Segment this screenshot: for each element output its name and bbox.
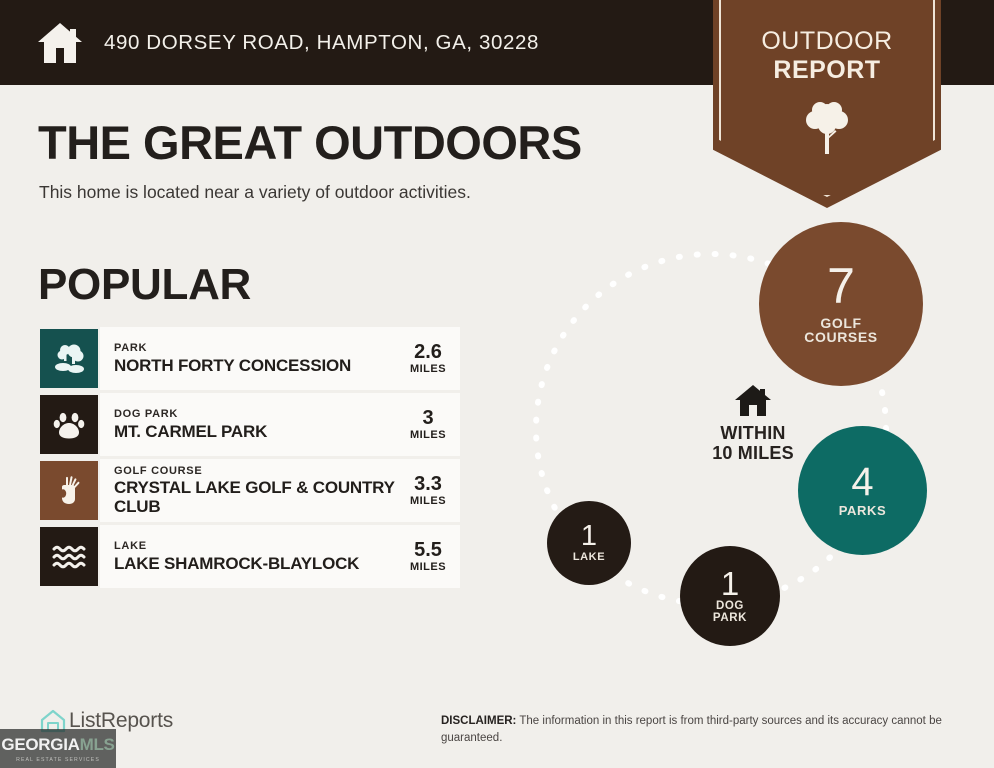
bubble-count: 7	[827, 258, 855, 315]
bubble-label: GOLF COURSES	[804, 316, 877, 345]
bubble-label: DOG PARK	[712, 599, 748, 624]
watermark-brand-primary: GEORGIA	[1, 734, 80, 754]
list-item[interactable]: GOLF COURSE CRYSTAL LAKE GOLF & COUNTRY …	[38, 459, 460, 522]
popular-places-list: PARK NORTH FORTY CONCESSION 2.6 MILES	[38, 327, 460, 591]
disclaimer-text: The information in this report is from t…	[441, 715, 942, 745]
list-item-distance: 3 MILES	[400, 407, 448, 442]
center-text-line2: 10 MILES	[712, 443, 794, 464]
list-item[interactable]: PARK NORTH FORTY CONCESSION 2.6 MILES	[38, 327, 460, 390]
list-item-distance: 2.6 MILES	[400, 341, 448, 376]
bubble-label-line1: DOG	[715, 599, 744, 612]
amenities-bubble-diagram: 7 GOLF COURSES 4 PARKS 1 DOG PARK 1 LAKE	[512, 218, 994, 666]
page-title: THE GREAT OUTDOORS	[38, 116, 582, 169]
watermark-brand-secondary: MLS	[79, 734, 115, 754]
bubble-label: LAKE	[572, 550, 606, 563]
watermark-tagline: REAL ESTATE SERVICES	[16, 756, 100, 763]
list-item-body: GOLF COURSE CRYSTAL LAKE GOLF & COUNTRY …	[100, 459, 460, 522]
distance-unit: MILES	[409, 429, 447, 441]
list-item-body: LAKE LAKE SHAMROCK-BLAYLOCK 5.5 MILES	[100, 525, 460, 588]
water-waves-icon	[38, 525, 100, 588]
listreports-logo-text: ListReports	[69, 709, 174, 732]
bubble-count: 1	[580, 520, 598, 553]
distance-value: 3.3	[414, 473, 442, 495]
list-item-distance: 3.3 MILES	[400, 473, 448, 508]
home-icon	[735, 385, 771, 416]
list-item-body: PARK NORTH FORTY CONCESSION 2.6 MILES	[100, 327, 460, 390]
bubble-parks[interactable]: 4 PARKS	[798, 426, 927, 555]
disclaimer: DISCLAIMER: The information in this repo…	[441, 713, 971, 748]
badge-title-line1: OUTDOOR	[761, 27, 893, 55]
bubble-dog-park[interactable]: 1 DOG PARK	[680, 546, 780, 646]
tree-icon	[800, 98, 854, 161]
dotted-connector-ring	[533, 251, 889, 607]
outdoor-report-badge: OUTDOOR REPORT	[713, 0, 941, 208]
list-item-category: GOLF COURSE	[114, 464, 203, 477]
page-subtitle: This home is located near a variety of o…	[39, 182, 471, 202]
distance-unit: MILES	[409, 495, 447, 507]
list-item-body: DOG PARK MT. CARMEL PARK 3 MILES	[100, 393, 460, 456]
georgiamls-watermark: GEORGIA MLS REAL ESTATE SERVICES	[0, 729, 116, 768]
list-item-distance: 5.5 MILES	[400, 539, 448, 574]
bubble-label-line1: GOLF	[820, 314, 862, 331]
list-item-category: DOG PARK	[114, 408, 179, 421]
list-item[interactable]: DOG PARK MT. CARMEL PARK 3 MILES	[38, 393, 460, 456]
home-icon	[36, 20, 84, 66]
bubble-label: PARKS	[838, 503, 887, 519]
bubble-lake[interactable]: 1 LAKE	[547, 501, 631, 585]
bubble-label-line2: PARK	[712, 611, 748, 624]
bubble-count: 1	[720, 564, 740, 602]
distance-unit: MILES	[409, 561, 447, 573]
list-item-name: CRYSTAL LAKE GOLF & COUNTRY CLUB	[114, 478, 395, 517]
popular-section-title: POPULAR	[38, 260, 252, 309]
list-item-name: LAKE SHAMROCK-BLAYLOCK	[114, 553, 360, 573]
diagram-center-label: WITHIN 10 MILES	[653, 384, 853, 463]
list-item-name: NORTH FORTY CONCESSION	[114, 355, 352, 375]
park-tree-icon	[38, 327, 100, 390]
list-item-category: LAKE	[114, 540, 147, 553]
distance-value: 2.6	[414, 341, 442, 363]
list-item-category: PARK	[114, 342, 148, 355]
distance-value: 3	[422, 407, 434, 429]
list-item[interactable]: LAKE LAKE SHAMROCK-BLAYLOCK 5.5 MILES	[38, 525, 460, 588]
paw-print-icon	[38, 393, 100, 456]
bubble-golf-courses[interactable]: 7 GOLF COURSES	[759, 222, 923, 386]
bubble-label-line2: COURSES	[804, 329, 878, 346]
distance-value: 5.5	[414, 539, 442, 561]
bubble-count: 4	[851, 460, 874, 505]
golf-bag-icon	[38, 459, 100, 522]
disclaimer-label: DISCLAIMER:	[441, 715, 517, 727]
center-text-line1: WITHIN	[720, 423, 786, 443]
distance-unit: MILES	[409, 363, 447, 375]
property-address: 490 DORSEY ROAD, HAMPTON, GA, 30228	[104, 30, 539, 54]
badge-title-line2: REPORT	[773, 56, 881, 84]
list-item-name: MT. CARMEL PARK	[114, 421, 268, 441]
